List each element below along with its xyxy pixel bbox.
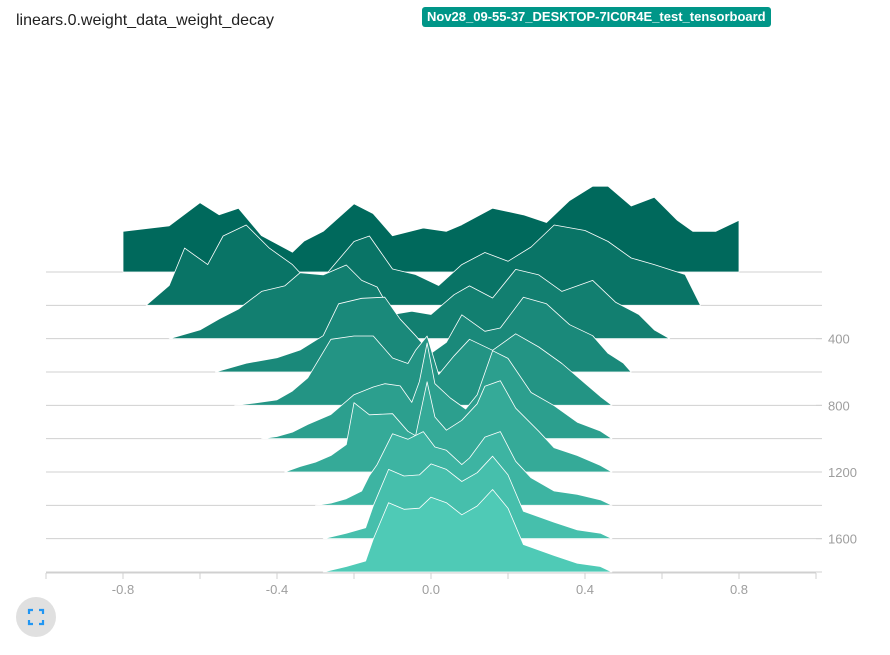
y-tick-label: 1200 [828, 465, 857, 480]
histogram-series-group [122, 185, 740, 573]
x-tick-label: -0.8 [112, 582, 134, 597]
expand-icon [27, 608, 45, 626]
y-tick-label: 1600 [828, 532, 857, 547]
histogram-series-step-1000[interactable] [261, 342, 613, 440]
x-axis: -0.8 -0.4 0.0 0.4 0.8 [45, 572, 817, 597]
y-axis: 400 800 1200 1600 [816, 332, 857, 547]
x-tick-label: 0.8 [730, 582, 748, 597]
histogram-series-step-200[interactable] [145, 224, 701, 306]
chart-title: linears.0.weight_data_weight_decay [16, 12, 274, 29]
histogram-series-step-1800[interactable] [322, 489, 613, 573]
y-tick-label: 800 [828, 398, 850, 413]
run-name-badge: Nov28_09-55-37_DESKTOP-7IC0R4E_test_tens… [422, 7, 771, 27]
expand-button[interactable] [16, 597, 56, 637]
x-tick-label: 0.4 [576, 582, 594, 597]
x-tick-label: 0.0 [422, 582, 440, 597]
y-tick-label: 400 [828, 332, 850, 347]
x-tick-label: -0.4 [266, 582, 288, 597]
histogram-series-step-1200[interactable] [284, 380, 613, 473]
